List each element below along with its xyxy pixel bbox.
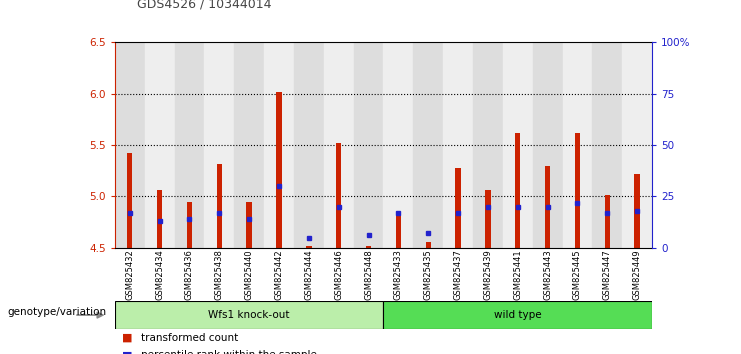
Bar xyxy=(264,42,294,248)
Text: GDS4526 / 10344014: GDS4526 / 10344014 xyxy=(137,0,272,11)
Bar xyxy=(306,246,311,248)
Bar xyxy=(336,143,342,248)
Bar xyxy=(533,42,562,248)
Text: genotype/variation: genotype/variation xyxy=(7,307,107,316)
Bar xyxy=(473,42,503,248)
Bar xyxy=(413,42,443,248)
Text: ■: ■ xyxy=(122,333,133,343)
Bar xyxy=(545,166,551,248)
Text: transformed count: transformed count xyxy=(141,333,238,343)
Bar xyxy=(144,42,175,248)
Bar xyxy=(485,190,491,248)
Bar xyxy=(456,168,461,248)
Bar xyxy=(187,201,192,248)
Bar xyxy=(396,213,401,248)
Text: Wfs1 knock-out: Wfs1 knock-out xyxy=(208,310,290,320)
Bar xyxy=(353,42,384,248)
Bar xyxy=(384,42,413,248)
Bar xyxy=(562,42,592,248)
Bar xyxy=(115,301,384,329)
Bar xyxy=(216,164,222,248)
Bar xyxy=(157,190,162,248)
Bar xyxy=(205,42,234,248)
Text: wild type: wild type xyxy=(494,310,542,320)
Bar xyxy=(115,42,144,248)
Bar xyxy=(634,174,639,248)
Bar xyxy=(234,42,264,248)
Bar xyxy=(247,201,252,248)
Bar xyxy=(276,92,282,248)
Text: percentile rank within the sample: percentile rank within the sample xyxy=(141,350,316,354)
Bar xyxy=(384,301,652,329)
Bar xyxy=(622,42,652,248)
Bar xyxy=(366,246,371,248)
Bar xyxy=(515,133,520,248)
Bar xyxy=(175,42,205,248)
Bar xyxy=(503,42,533,248)
Bar xyxy=(592,42,622,248)
Bar xyxy=(443,42,473,248)
Bar xyxy=(127,153,133,248)
Bar xyxy=(605,195,610,248)
Bar xyxy=(425,242,431,248)
Bar xyxy=(575,133,580,248)
Bar xyxy=(294,42,324,248)
Text: ■: ■ xyxy=(122,350,133,354)
Bar xyxy=(324,42,353,248)
